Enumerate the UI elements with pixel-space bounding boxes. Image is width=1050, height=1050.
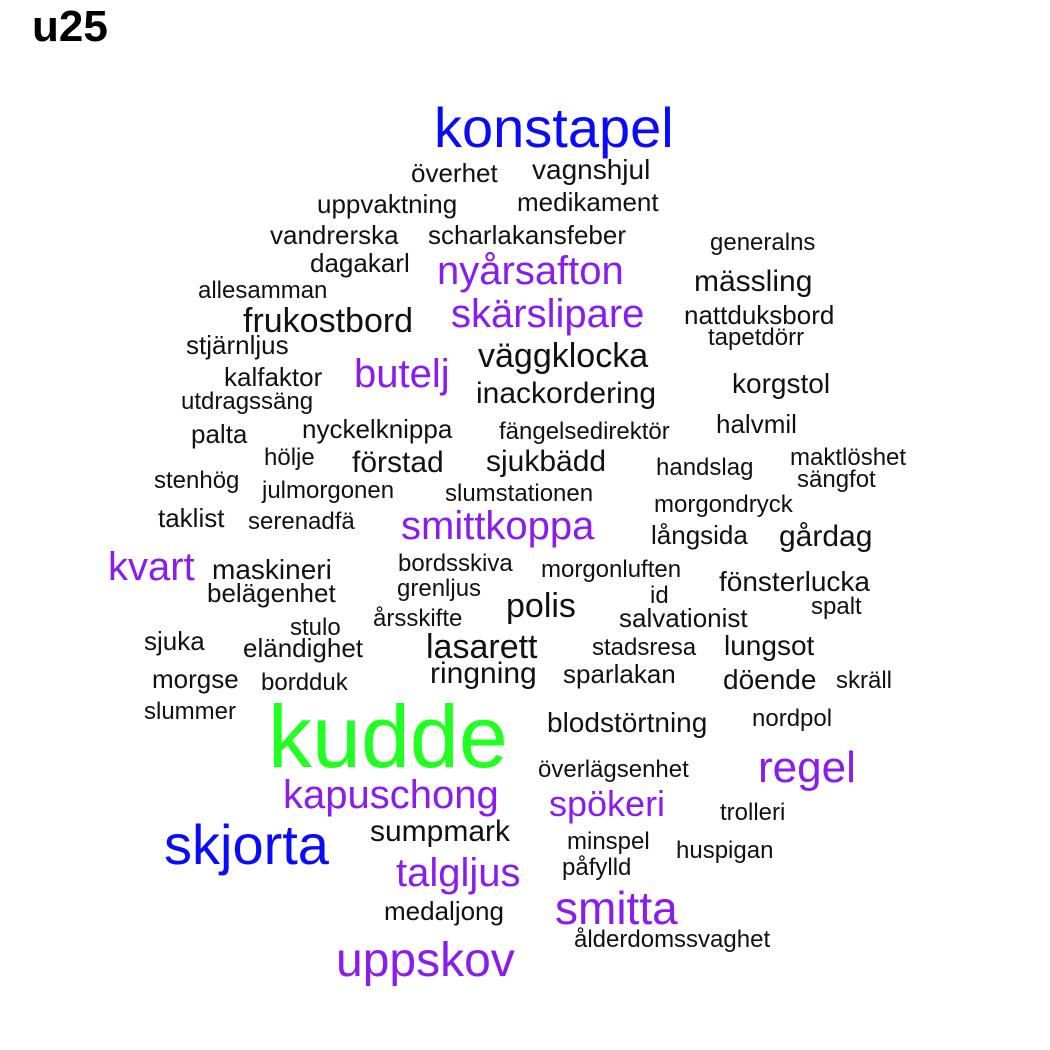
word-ringning: ringning <box>430 657 537 690</box>
word-maskineri: maskineri <box>212 553 332 585</box>
word-julmorgonen: julmorgonen <box>262 476 395 504</box>
page-title: u25 <box>32 2 108 51</box>
word-vagnshjul: vagnshjul <box>532 153 651 185</box>
word-kapuschong: kapuschong <box>283 773 499 817</box>
word-lungsot: lungsot <box>724 629 815 661</box>
word-fangelsedirektor: fängelsedirektör <box>499 417 670 445</box>
word-arsskifte: årsskifte <box>373 604 463 632</box>
word-dagakarl: dagakarl <box>310 248 410 279</box>
word-regel: regel <box>758 742 856 792</box>
word-morgondryck: morgondryck <box>654 490 793 518</box>
word-palta: palta <box>191 419 248 450</box>
word-kvart: kvart <box>108 545 195 589</box>
word-stenhog: stenhög <box>154 466 240 494</box>
word-slumstationen: slumstationen <box>445 479 594 507</box>
word-konstapel: konstapel <box>434 96 674 160</box>
word-sumpmark: sumpmark <box>370 815 511 848</box>
word-spalt: spalt <box>811 592 862 620</box>
word-minspel: minspel <box>567 827 650 855</box>
word-forstad: förstad <box>352 446 444 479</box>
word-stulo: stulo <box>290 613 341 641</box>
word-nattduksbord: nattduksbord <box>684 300 835 331</box>
word-tapetdorr: tapetdörr <box>708 323 805 351</box>
word-overlagsenhet: överlägsenhet <box>538 755 689 783</box>
word-slummer: slummer <box>144 697 237 725</box>
word-overhet: överhet <box>411 158 498 189</box>
word-serenadfa: serenadfä <box>248 507 355 535</box>
word-salvationist: salvationist <box>619 603 748 634</box>
word-allesamman: allesamman <box>198 276 328 304</box>
word-handslag: handslag <box>656 453 754 481</box>
word-halvmil: halvmil <box>716 409 797 440</box>
word-sangfot: sängfot <box>797 465 876 493</box>
word-blodstortning: blodstörtning <box>547 706 708 738</box>
word-medaljong: medaljong <box>384 896 504 927</box>
word-morgse: morgse <box>152 664 239 695</box>
word-bordduk: bordduk <box>261 668 348 696</box>
word-skrall: skräll <box>836 666 893 694</box>
word-scharlakansfeber: scharlakansfeber <box>428 220 626 251</box>
word-pafylld: påfylld <box>562 853 632 881</box>
word-alderdomssvaghet: ålderdomssvaghet <box>574 925 771 953</box>
word-nordpol: nordpol <box>752 704 833 732</box>
word-sparlakan: sparlakan <box>563 659 676 690</box>
word-polis: polis <box>506 586 576 625</box>
word-vandrerska: vandrerska <box>270 220 399 251</box>
word-smittkoppa: smittkoppa <box>401 504 595 548</box>
word-frukostbord: frukostbord <box>243 301 414 340</box>
word-sjuka: sjuka <box>144 626 205 657</box>
word-medikament: medikament <box>517 187 659 218</box>
word-kalfaktor: kalfaktor <box>224 362 323 393</box>
word-belagenhet: belägenhet <box>207 578 336 609</box>
word-nyarsafton: nyårsafton <box>437 249 624 293</box>
word-gardag: gårdag <box>779 520 873 553</box>
word-skarslipare: skärslipare <box>451 292 645 336</box>
word-lasarett: lasarett <box>426 627 538 666</box>
word-nyckelknippa: nyckelknippa <box>302 414 453 445</box>
word-doende: döende <box>723 663 817 695</box>
word-utdragssang: utdragssäng <box>181 387 314 415</box>
word-uppskov: uppskov <box>336 933 515 987</box>
word-fonsterlucka: fönsterlucka <box>719 565 870 597</box>
word-spokeri: spökeri <box>549 783 666 825</box>
word-stadsresa: stadsresa <box>592 633 697 661</box>
word-inackordering: inackordering <box>476 377 657 410</box>
word-korgstol: korgstol <box>732 367 831 399</box>
word-holje: hölje <box>264 443 315 471</box>
word-grenljus: grenljus <box>397 574 482 602</box>
word-trolleri: trolleri <box>720 798 786 826</box>
word-massling: mässling <box>694 265 813 298</box>
word-butelj: butelj <box>354 352 450 396</box>
word-taklist: taklist <box>158 503 225 534</box>
word-smitta: smitta <box>555 882 678 935</box>
word-huspigan: huspigan <box>676 836 774 864</box>
word-bordsskiva: bordsskiva <box>398 549 513 577</box>
word-skjorta: skjorta <box>164 813 329 877</box>
word-maktloshet: maktlöshet <box>790 443 907 471</box>
word-generalns: generalns <box>710 228 816 256</box>
word-langsida: långsida <box>651 520 748 551</box>
word-kudde: kudde <box>268 686 508 786</box>
word-stjarnljus: stjärnljus <box>186 330 289 361</box>
word-sjukbadd: sjukbädd <box>486 445 607 478</box>
word-morgonluften: morgonluften <box>541 555 682 583</box>
word-uppvaktning: uppvaktning <box>317 189 458 220</box>
word-id: id <box>650 581 669 609</box>
word-vaggklocka: väggklocka <box>478 336 649 375</box>
word-talgljus: talgljus <box>396 851 521 895</box>
word-elandighet: eländighet <box>243 633 363 664</box>
